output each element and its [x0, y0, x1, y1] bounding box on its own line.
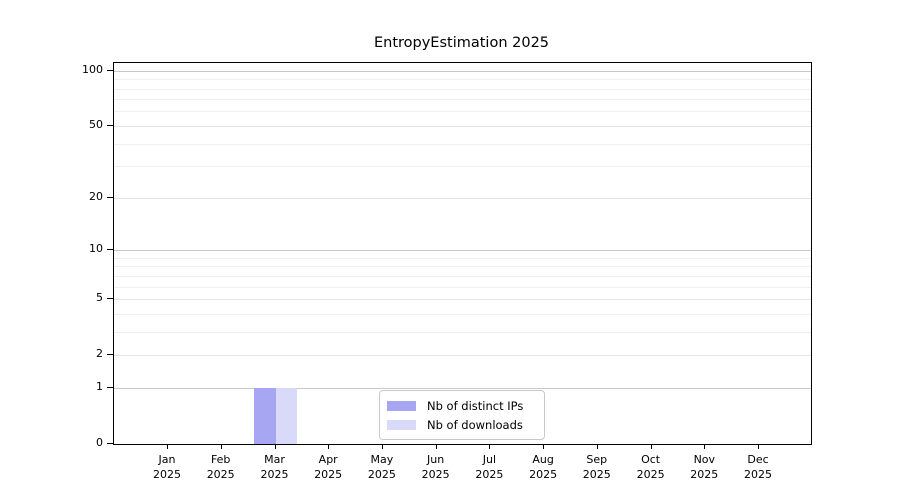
bar-nb-of-distinct-ips-mar-2025 [254, 387, 276, 444]
x-tick-mark [543, 444, 545, 449]
minor-gridline [114, 166, 811, 168]
x-tick-label: Jan 2025 [153, 453, 181, 481]
gridline [114, 299, 811, 300]
minor-gridline [114, 257, 811, 259]
bar-nb-of-downloads-mar-2025 [275, 387, 297, 444]
legend-entry-downloads: Nb of downloads [380, 415, 544, 434]
x-tick-label: Jul 2025 [475, 453, 504, 481]
legend: Nb of distinct IPs Nb of downloads [379, 390, 545, 440]
y-tick-mark [107, 298, 113, 299]
gridline [114, 125, 811, 127]
x-tick-label: Feb 2025 [206, 453, 235, 481]
x-tick-mark [489, 444, 491, 449]
x-tick-mark [220, 444, 222, 449]
x-tick-mark [758, 444, 759, 449]
x-tick-mark [274, 444, 276, 449]
y-tick-mark [107, 69, 113, 71]
gridline [114, 70, 811, 72]
minor-gridline [114, 313, 811, 315]
plot-area: Nb of distinct IPs Nb of downloads [113, 62, 812, 445]
x-tick-mark [650, 444, 652, 449]
x-tick-label: Oct 2025 [636, 453, 665, 481]
x-tick-mark [704, 444, 706, 449]
y-tick-label: 10 [89, 242, 103, 255]
minor-gridline [114, 79, 811, 81]
gridline [114, 250, 811, 251]
y-tick-label: 20 [89, 189, 103, 203]
x-tick-mark [435, 444, 437, 449]
y-tick-label: 5 [96, 291, 103, 304]
x-tick-mark [167, 444, 168, 449]
x-tick-mark [596, 444, 598, 449]
y-tick-label: 100 [82, 62, 103, 76]
minor-gridline [114, 266, 811, 268]
y-tick-mark [107, 354, 113, 356]
chart-title: EntropyEstimation 2025 [373, 35, 550, 51]
y-tick-mark [107, 249, 113, 250]
x-tick-label: Aug 2025 [529, 453, 558, 481]
legend-swatch-distinct-ips [387, 400, 416, 411]
legend-swatch-downloads [387, 419, 416, 430]
minor-gridline [114, 275, 811, 277]
minor-gridline [114, 143, 811, 145]
gridline [114, 355, 811, 357]
minor-gridline [114, 331, 811, 333]
x-tick-label: Sep 2025 [582, 453, 611, 481]
minor-gridline [114, 111, 811, 113]
legend-label-distinct-ips: Nb of distinct IPs [427, 398, 524, 413]
minor-gridline [114, 286, 811, 288]
x-tick-label: Dec 2025 [744, 453, 772, 481]
y-tick-mark [107, 386, 113, 388]
y-tick-label: 2 [96, 347, 103, 361]
gridline [114, 387, 811, 389]
y-tick-label: 0 [96, 436, 103, 449]
y-tick-mark [107, 124, 113, 126]
x-tick-label: May 2025 [367, 453, 396, 481]
x-tick-label: Jun 2025 [421, 453, 450, 481]
gridline [114, 197, 811, 199]
x-tick-mark [381, 444, 383, 449]
x-tick-label: Nov 2025 [690, 453, 719, 481]
y-tick-mark [107, 443, 113, 444]
y-tick-label: 1 [96, 379, 103, 393]
x-tick-label: Mar 2025 [260, 453, 289, 481]
minor-gridline [114, 99, 811, 101]
x-tick-label: Apr 2025 [314, 453, 343, 481]
legend-entry-distinct-ips: Nb of distinct IPs [380, 396, 544, 415]
y-tick-mark [107, 196, 113, 198]
minor-gridline [114, 88, 811, 90]
y-tick-label: 50 [89, 117, 103, 131]
legend-label-downloads: Nb of downloads [427, 417, 523, 432]
x-tick-mark [328, 444, 330, 449]
